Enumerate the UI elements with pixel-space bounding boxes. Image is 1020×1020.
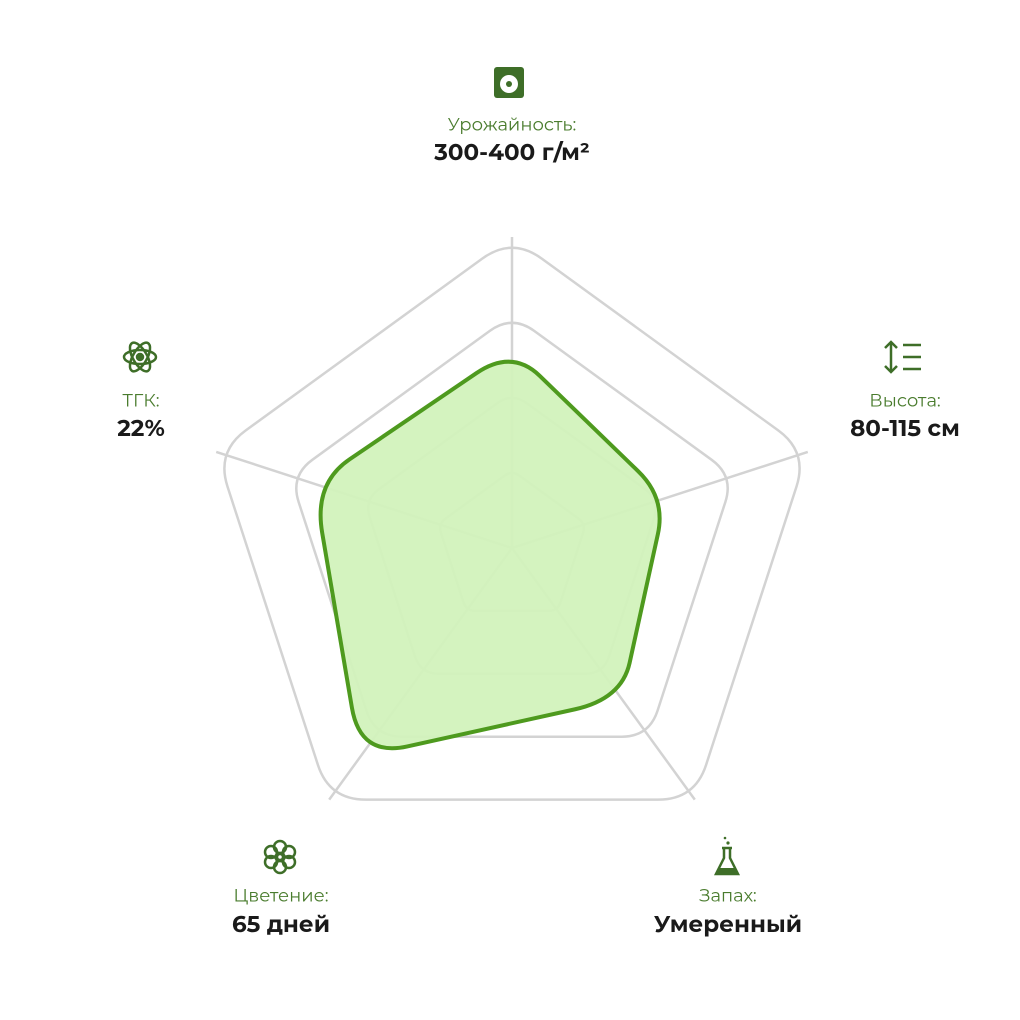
axis-label: Запах: (699, 885, 756, 907)
axis-detail: 65 дней (232, 910, 330, 938)
icon-atom (122, 341, 158, 373)
axis-label: Цветение: (233, 885, 328, 907)
axis-label: ТГК: (122, 390, 159, 412)
icon-flower (263, 839, 297, 875)
axis-label: Высота: (869, 390, 941, 412)
axis-detail: 300-400 г/м² (433, 138, 590, 166)
radar-area (318, 359, 662, 751)
axis-detail: 80-115 см (850, 414, 960, 442)
icon-scale (494, 67, 524, 98)
grid-ring (223, 246, 801, 801)
axis-label: Урожайность: (448, 114, 577, 136)
axis-detail: 22% (117, 414, 165, 442)
icon-height (884, 340, 921, 374)
grid-ring (295, 321, 729, 738)
icon-flask (713, 836, 741, 876)
axis-detail: Умеренный (654, 910, 802, 938)
